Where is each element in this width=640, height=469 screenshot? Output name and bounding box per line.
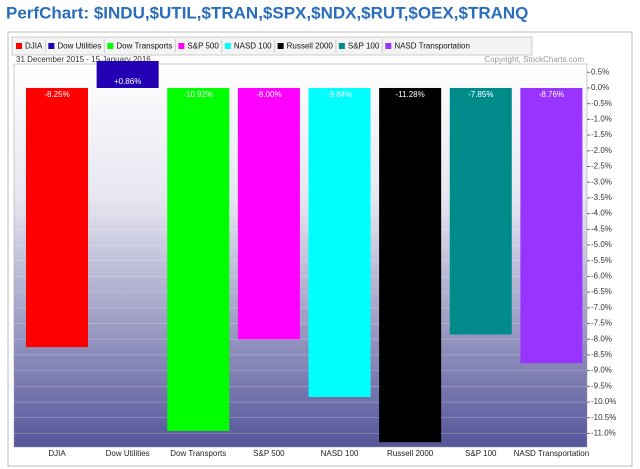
value-label: -9.84% <box>327 90 352 99</box>
x-tick-label: S&P 100 <box>465 449 497 458</box>
y-tick-label: -6.0% <box>591 272 612 281</box>
y-tick-label: 0.5% <box>591 67 609 76</box>
value-label: -10.92% <box>183 90 213 99</box>
bar <box>308 87 371 398</box>
x-tick-label: S&P 500 <box>253 449 285 458</box>
y-tick-label: -11.0% <box>591 429 616 438</box>
bar <box>237 87 300 340</box>
legend-swatch <box>107 43 114 49</box>
y-tick-label: -8.5% <box>591 350 612 359</box>
y-tick-label: -9.0% <box>591 366 612 375</box>
bar <box>26 87 89 348</box>
value-label: -8.25% <box>44 90 69 99</box>
y-tick-label: -5.5% <box>591 256 612 265</box>
x-tick-label: Dow Transports <box>170 449 226 458</box>
legend-label: NASD 100 <box>234 42 272 51</box>
y-tick-label: -7.5% <box>591 319 612 328</box>
legend-swatch <box>224 43 231 49</box>
bar <box>96 60 159 88</box>
legend-label: S&P 100 <box>348 42 380 51</box>
legend-label: Russell 2000 <box>287 42 334 51</box>
legend-label: Dow Utilities <box>57 42 101 51</box>
legend-swatch <box>178 43 185 49</box>
y-tick-label: -7.0% <box>591 303 612 312</box>
y-tick-label: -4.0% <box>591 209 612 218</box>
legend-label: Dow Transports <box>116 42 172 51</box>
date-range: 31 December 2015 - 15 January 2016 <box>16 55 151 64</box>
y-tick-label: -10.0% <box>591 397 616 406</box>
y-tick-label: -10.5% <box>591 413 616 422</box>
x-tick-label: NASD Transportation <box>514 449 590 458</box>
legend-swatch <box>16 43 22 49</box>
y-tick-label: -4.5% <box>591 224 612 233</box>
y-tick-label: -1.0% <box>591 114 612 123</box>
chart-title: PerfChart: $INDU,$UTIL,$TRAN,$SPX,$NDX,$… <box>6 3 528 22</box>
y-tick-label: -8.0% <box>591 334 612 343</box>
value-label: -8.76% <box>539 90 564 99</box>
y-tick-label: -9.5% <box>591 381 612 390</box>
x-tick-label: NASD 100 <box>321 449 359 458</box>
y-tick-label: -5.0% <box>591 240 612 249</box>
y-tick-label: -6.5% <box>591 287 612 296</box>
legend-swatch <box>48 43 55 49</box>
y-tick-label: 0.0% <box>591 83 609 92</box>
legend-label: DJIA <box>25 42 43 51</box>
legend-swatch <box>338 43 345 49</box>
x-tick-label: DJIA <box>48 449 66 458</box>
x-tick-label: Dow Utilities <box>106 449 150 458</box>
value-label: +0.86% <box>114 77 141 86</box>
x-tick-label: Russell 2000 <box>387 449 434 458</box>
bar <box>379 87 442 443</box>
bar <box>449 87 512 335</box>
legend-label: NASD Transportation <box>394 42 470 51</box>
legend-label: S&P 500 <box>187 42 219 51</box>
y-tick-label: -2.0% <box>591 146 612 155</box>
y-tick-label: -2.5% <box>591 162 612 171</box>
legend-swatch <box>277 43 284 49</box>
bar <box>520 87 583 364</box>
legend-swatch <box>385 43 392 49</box>
copyright: Copyright, StockCharts.com <box>484 55 584 64</box>
y-tick-label: -3.0% <box>591 177 612 186</box>
y-tick-label: -1.5% <box>591 130 612 139</box>
y-tick-label: -0.5% <box>591 99 612 108</box>
value-label: -7.85% <box>468 90 493 99</box>
y-tick-label: -3.5% <box>591 193 612 202</box>
bar <box>167 87 230 431</box>
legend-box <box>11 36 533 56</box>
value-label: -8.00% <box>256 90 281 99</box>
value-label: -11.28% <box>396 90 425 99</box>
